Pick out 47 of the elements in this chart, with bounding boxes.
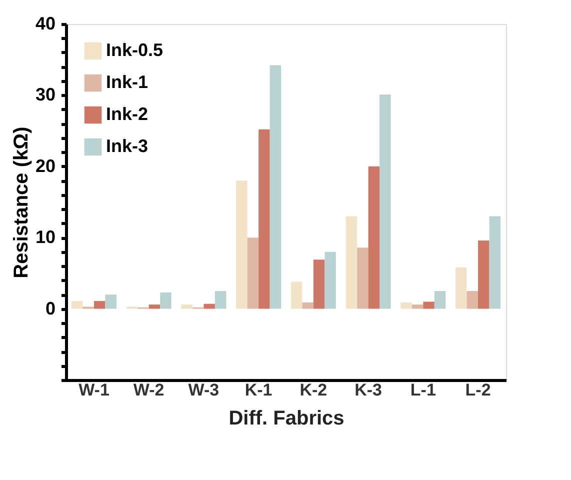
bar [148, 304, 160, 309]
bar [247, 238, 259, 309]
x-tick-label: K-2 [300, 380, 328, 400]
bar [346, 216, 358, 309]
x-tick-label: K-3 [354, 380, 382, 400]
legend-label: Ink-1 [106, 72, 148, 92]
bar [489, 216, 501, 309]
bar [302, 302, 314, 309]
x-tick-label: W-3 [188, 380, 220, 400]
y-tick-label: 30 [35, 84, 56, 105]
y-tick-label: 0 [45, 298, 56, 318]
bar [357, 248, 368, 309]
y-tick-label: 40 [35, 14, 56, 34]
bar [236, 180, 248, 309]
bar [270, 65, 282, 309]
bar [160, 292, 172, 309]
bar [214, 291, 226, 309]
y-tick-label: 20 [35, 156, 56, 176]
y-tick-label: 10 [35, 227, 56, 248]
x-tick-label: W-2 [133, 380, 164, 400]
bar [71, 300, 83, 309]
bar [313, 260, 325, 309]
legend-label: Ink-3 [106, 136, 148, 156]
legend-label: Ink-0.5 [106, 40, 164, 60]
bar [368, 166, 380, 309]
bar [423, 302, 434, 309]
bar [434, 291, 446, 309]
x-tick-label: W-1 [78, 380, 110, 400]
legend-label: Ink-2 [106, 104, 148, 124]
bar [324, 252, 336, 309]
x-axis-title: Diff. Fabrics [228, 408, 344, 430]
bar [105, 294, 116, 309]
bar [181, 304, 192, 309]
bar [380, 94, 391, 309]
bar [456, 268, 467, 309]
x-tick-label: L-1 [410, 380, 436, 400]
bar [400, 302, 412, 309]
x-tick-label: K-1 [244, 380, 272, 400]
bar [204, 304, 215, 309]
y-axis-title: Resistance (kΩ) [10, 126, 32, 278]
x-tick-label: L-2 [465, 380, 491, 400]
bar [94, 300, 106, 309]
bar [258, 129, 270, 309]
bar [478, 240, 490, 309]
bar [466, 291, 478, 309]
bar [290, 282, 302, 309]
bar [412, 304, 424, 309]
